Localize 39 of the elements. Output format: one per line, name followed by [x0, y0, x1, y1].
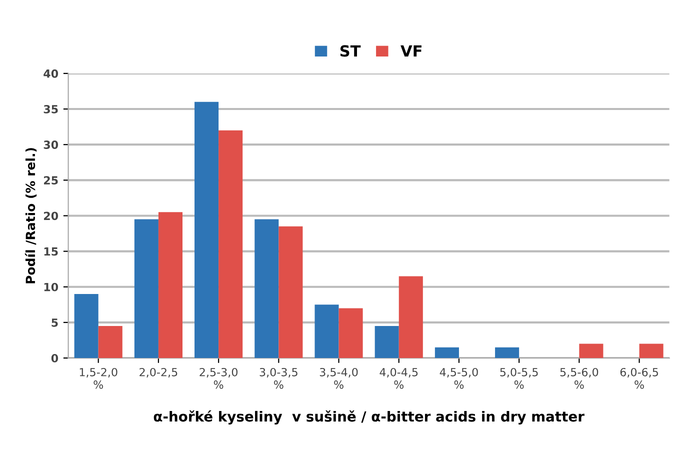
bar	[74, 294, 98, 358]
bar	[278, 226, 303, 358]
x-tick-label: 1,5-2,0 %	[80, 368, 118, 389]
bar	[338, 308, 363, 358]
x-tick-label: 5,5-6,0 %	[560, 368, 598, 389]
y-tick-label: 0	[51, 354, 58, 362]
bar	[158, 212, 182, 358]
x-tick-label: 3,0-3,5 %	[260, 368, 298, 389]
y-axis-title: Podíl /Ratio (% rel.)	[24, 148, 37, 284]
bar	[495, 347, 520, 358]
bar	[218, 130, 243, 358]
y-tick-label: 25	[44, 176, 58, 185]
x-tick-label: 4,5-5,0 %	[440, 368, 478, 389]
y-tick-label: 15	[44, 247, 58, 256]
bar	[398, 276, 423, 358]
y-tick-label: 20	[44, 212, 58, 220]
bar	[134, 219, 158, 358]
y-tick-label: 10	[44, 282, 58, 292]
legend-label: ST	[340, 45, 361, 57]
y-tick-label: 35	[44, 104, 58, 114]
bar	[314, 304, 339, 358]
x-axis-title: α-hořké kyseliny v sušině / α-bitter acids in dry matter	[154, 410, 584, 424]
bar	[639, 344, 664, 358]
y-tick-label: 5	[52, 318, 58, 327]
x-tick-label: 4,0-4,5 %	[380, 368, 418, 389]
y-tick-label: 40	[44, 69, 58, 78]
x-tick-label: 5,0-5,5 %	[500, 368, 538, 389]
x-tick-label: 3,5-4,0 %	[320, 368, 358, 389]
bar	[374, 326, 399, 358]
legend-label: VF	[400, 45, 422, 57]
bar	[254, 219, 279, 358]
bar	[434, 347, 459, 358]
x-tick-label: 2,0-2,5	[140, 368, 178, 378]
x-tick-label: 2,5-3,0 %	[200, 368, 238, 389]
bar	[98, 326, 122, 358]
x-tick-label: 6,0-6,5 %	[620, 368, 658, 389]
y-tick-label: 30	[44, 140, 58, 149]
bar	[194, 102, 219, 358]
bar	[579, 344, 604, 358]
